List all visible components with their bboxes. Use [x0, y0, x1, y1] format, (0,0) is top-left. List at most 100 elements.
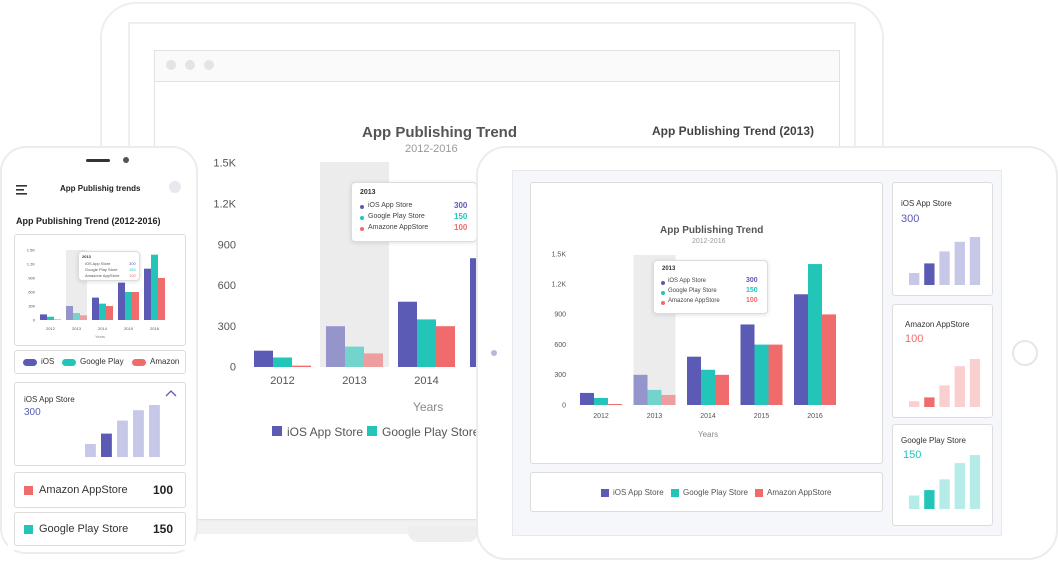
legend-label-amazon[interactable]: Amazon [150, 357, 180, 366]
x-tick-label: 2012 [270, 375, 294, 387]
mini-tooltip-value-ios: 300 [129, 261, 136, 266]
bar-amazon-2013 [80, 315, 87, 320]
tablet-google-card[interactable]: Google Play Store 150 [892, 424, 993, 526]
chevron-up-icon[interactable] [165, 389, 177, 397]
bar-amazon-2015 [768, 344, 783, 405]
window-maximize-dot[interactable] [204, 60, 214, 70]
bar-google-2015 [125, 292, 132, 320]
y-tick-label: 0 [562, 402, 566, 409]
y-tick-label: 600 [218, 280, 236, 292]
phone-amazon-card[interactable]: Amazon AppStore 100 [14, 472, 186, 508]
phone-section-title: App Publishing Trend (2012-2016) [16, 216, 161, 226]
x-tick-label: 2016 [807, 413, 823, 420]
tablet-chart-subtitle: 2012-2016 [692, 238, 726, 245]
tooltip-dot-ios [661, 281, 665, 285]
mini-tooltip-year: 2013 [82, 254, 91, 259]
tablet-tooltip: 2013 iOS App Store 300 Google Play Store… [653, 260, 768, 314]
legend-pill-ios [23, 359, 37, 366]
bar-ios-2013 [326, 326, 345, 367]
ios-card-value: 300 [901, 213, 920, 225]
x-tick-label: 2016 [150, 326, 160, 331]
tooltip-value-amazon: 100 [454, 223, 468, 232]
legend-label-ios[interactable]: iOS App Store [613, 488, 664, 497]
tooltip-value-ios: 300 [746, 277, 758, 284]
window-minimize-dot[interactable] [185, 60, 195, 70]
bar-ios-2012 [254, 350, 273, 367]
ios-sparkline [909, 237, 981, 285]
tablet-home-button[interactable] [1012, 340, 1038, 366]
tooltip-label-amazon: Amazone AppStore [668, 298, 720, 304]
laptop-x-axis-label: Years [413, 400, 444, 414]
spark-bar [909, 273, 920, 285]
legend-label-ios[interactable]: iOS App Store [287, 425, 364, 439]
google-sparkline [909, 455, 981, 509]
legend-label-google[interactable]: Google Play Store [382, 425, 480, 439]
avatar[interactable] [169, 181, 181, 193]
tooltip-dot-amazon [360, 227, 364, 231]
legend-label-ios[interactable]: iOS [41, 357, 55, 366]
laptop-notch [408, 526, 478, 542]
bar-google-2013 [647, 389, 662, 405]
y-tick-label: 1.2K [213, 198, 236, 210]
spark-bar [969, 237, 981, 285]
tablet-ios-card[interactable]: iOS App Store 300 [892, 182, 993, 296]
tablet-amazon-card[interactable]: Amazon AppStore 100 [892, 304, 993, 418]
y-tick-label: 900 [218, 239, 236, 251]
y-tick-label: 0 [33, 317, 36, 322]
y-tick-label: 300 [28, 303, 35, 308]
tooltip-label-amazon: Amazone AppStore [368, 224, 429, 231]
spark-bar [909, 495, 920, 509]
tooltip-value-ios: 300 [454, 201, 468, 210]
x-tick-label: 2012 [46, 326, 56, 331]
hamburger-icon[interactable] [16, 182, 28, 200]
laptop-chart-title: App Publishing Trend [362, 124, 517, 141]
bar-amazon-2012 [608, 403, 622, 405]
x-tick-label: 2012 [593, 413, 609, 420]
bar-ios-2016 [794, 294, 808, 405]
laptop-tooltip: 2013 iOS App Store 300 Google Play Store… [351, 182, 477, 242]
phone-speaker [86, 159, 110, 162]
bar-amazon-2013 [661, 394, 676, 405]
tablet-camera [491, 350, 497, 356]
phone-ios-card[interactable]: iOS App Store 300 [14, 382, 186, 466]
y-tick-label: 300 [554, 372, 566, 379]
mini-x-axis-label: Years [95, 334, 105, 339]
bar-ios-2013 [633, 374, 648, 405]
spark-bar [85, 444, 96, 457]
x-tick-label: 2014 [98, 326, 108, 331]
y-tick-label: 300 [218, 321, 236, 333]
y-tick-label: 600 [554, 342, 566, 349]
x-tick-label: 2015 [124, 326, 134, 331]
bar-amazon-2012 [292, 365, 311, 367]
tooltip-dot-ios [360, 205, 364, 209]
bar-ios-2014 [92, 297, 99, 320]
phone-header-title: App Publishig trends [60, 184, 141, 193]
legend-label-amazon[interactable]: Amazon AppStore [767, 488, 832, 497]
y-tick-label: 0 [230, 362, 236, 374]
bar-ios-2015 [118, 282, 125, 320]
bar-amazon-2014 [106, 306, 113, 320]
tooltip-label-google: Google Play Store [668, 288, 717, 294]
legend-label-google[interactable]: Google Play Store [683, 488, 748, 497]
phone-camera [123, 157, 129, 163]
tooltip-dot-amazon [661, 301, 665, 305]
spark-bar [939, 251, 950, 285]
amazon-card-title: Amazon AppStore [39, 484, 128, 496]
tablet-legend: iOS App Store Google Play Store Amazon A… [530, 472, 883, 512]
legend-pill-google [62, 359, 76, 366]
phone-mini-tooltip: 2013 iOS App Store 300 Google Play Store… [78, 251, 140, 281]
bar-amazon-2014 [436, 326, 455, 367]
spark-bar [149, 405, 160, 457]
bar-ios-2012 [40, 314, 47, 320]
google-card-title: Google Play Store [901, 436, 966, 445]
bar-google-2015 [754, 344, 769, 405]
mini-tooltip-value-amazon: 100 [129, 273, 136, 278]
legend-label-google[interactable]: Google Play [80, 357, 124, 366]
mini-tooltip-label-google: Google Play Store [85, 267, 118, 272]
legend-swatch-amazon [755, 489, 763, 497]
phone-google-card[interactable]: Google Play Store 150 [14, 512, 186, 546]
bar-google-2016 [151, 254, 158, 320]
tooltip-label-google: Google Play Store [368, 213, 425, 220]
amazon-card-value: 100 [905, 333, 924, 345]
window-close-dot[interactable] [166, 60, 176, 70]
